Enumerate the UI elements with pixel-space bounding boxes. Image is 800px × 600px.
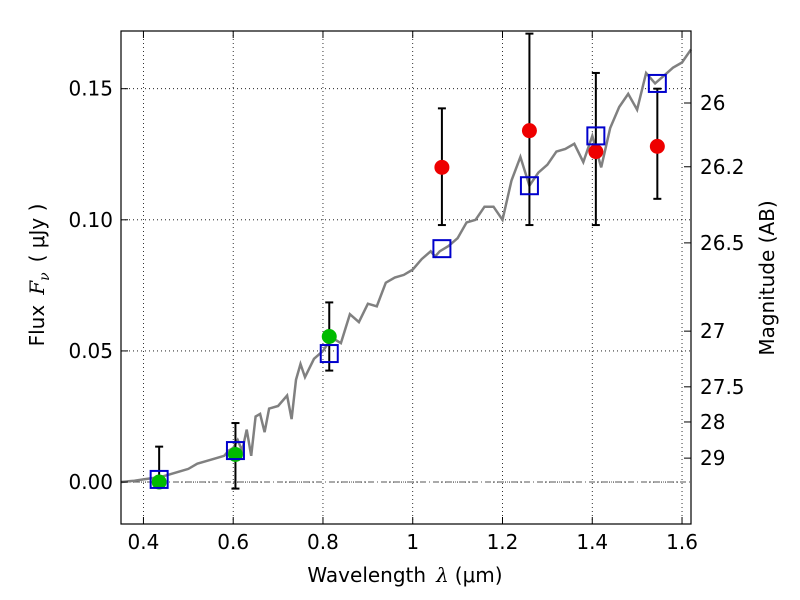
- model-photometry-box: [519, 176, 539, 196]
- x-tick-label: 1: [406, 530, 419, 554]
- y2-axis-label: Magnitude (AB): [755, 200, 779, 355]
- x-axis-label: Wavelength λ (μm): [307, 563, 502, 587]
- y2-tick-label: 27: [700, 319, 725, 343]
- y2-tick-label: 28: [700, 410, 725, 434]
- model-photometry-box: [647, 73, 667, 93]
- model-photometry-box: [319, 344, 339, 364]
- model-photometry-box: [432, 239, 452, 259]
- y2-tick-label: 26.5: [700, 231, 745, 255]
- y-axis-label-unit: ( μJy ): [25, 204, 49, 263]
- model-photometry-box: [586, 126, 606, 146]
- x-tick-label: 0.6: [217, 530, 249, 554]
- y-tick-label: 0.10: [68, 208, 113, 232]
- x-tick-label: 1.4: [576, 530, 608, 554]
- x-tick-label: 0.4: [128, 530, 160, 554]
- y-axis-label: Flux Fν ( μJy ): [25, 204, 53, 347]
- x-axis-label-symbol: λ: [435, 563, 449, 587]
- plot-frame: [120, 30, 692, 525]
- green-point: [321, 329, 337, 345]
- y-axis-label-subscript: ν: [37, 272, 53, 281]
- x-axis-label-text: Wavelength: [307, 563, 426, 587]
- y-tick-label: 0.05: [68, 339, 113, 363]
- y-axis-label-text: Flux: [25, 305, 49, 347]
- x-tick-label: 1.6: [666, 530, 698, 554]
- green-point: [151, 474, 167, 490]
- model-photometry-box: [149, 469, 169, 489]
- y2-tick-label: 26: [700, 91, 725, 115]
- ticks: 0.4 0.6 0.8 1 1.2 1.4 1.6 0.00 0.05 0.10 0.15 26 26.…: [68, 31, 745, 554]
- y-tick-label: 0.15: [68, 77, 113, 101]
- y-tick-label: 0.00: [68, 470, 113, 494]
- red-point: [434, 159, 450, 175]
- model-photometry-box: [225, 441, 245, 461]
- model-photometry-boxes: [149, 73, 667, 489]
- x-tick-label: 0.8: [307, 530, 339, 554]
- green-points: [151, 329, 337, 490]
- y2-tick-label: 29: [700, 446, 725, 470]
- y2-tick-label: 27.5: [700, 375, 745, 399]
- red-point: [649, 138, 665, 154]
- grid: [121, 31, 691, 524]
- model-spectrum-line: [120, 48, 693, 484]
- y2-tick-label: 26.2: [700, 155, 745, 179]
- y-axis-label-symbol: F: [25, 280, 49, 296]
- error-bars: [155, 32, 662, 490]
- red-point: [521, 123, 537, 139]
- x-axis-label-unit: (μm): [455, 563, 503, 587]
- red-point: [588, 144, 604, 160]
- red-points: [434, 123, 665, 175]
- x-tick-label: 1.2: [487, 530, 519, 554]
